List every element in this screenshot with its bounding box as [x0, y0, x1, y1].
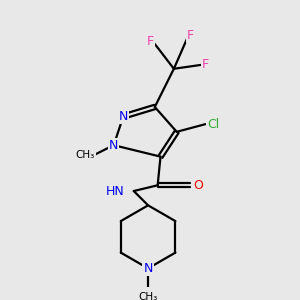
Text: Cl: Cl — [207, 118, 219, 131]
Text: HN: HN — [106, 184, 124, 197]
Text: N: N — [143, 262, 153, 275]
Text: F: F — [187, 29, 194, 42]
Text: CH₃: CH₃ — [139, 292, 158, 300]
Text: CH₃: CH₃ — [75, 150, 95, 160]
Text: O: O — [193, 179, 203, 192]
Text: N: N — [118, 110, 128, 123]
Text: F: F — [146, 34, 154, 48]
Text: N: N — [109, 139, 118, 152]
Text: F: F — [202, 58, 209, 71]
